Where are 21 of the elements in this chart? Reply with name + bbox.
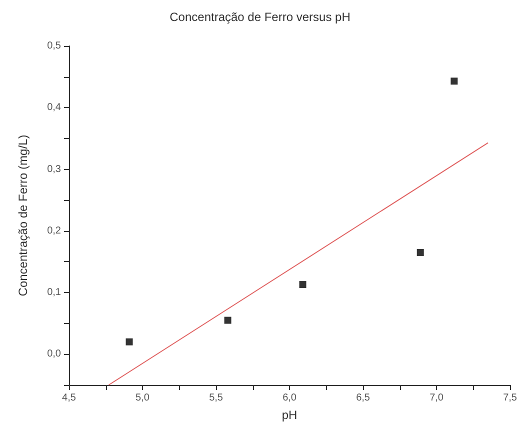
chart-title: Concentração de Ferro versus pH xyxy=(170,10,350,24)
y-tick-label: 0,1 xyxy=(47,287,62,298)
y-tick-label: 0,0 xyxy=(47,348,62,360)
x-tick-label: 7,5 xyxy=(503,392,518,404)
x-tick-label: 4,5 xyxy=(62,392,76,404)
point xyxy=(416,248,424,256)
x-tick-label: 7,0 xyxy=(430,392,444,404)
y-tick-label: 0,3 xyxy=(47,164,62,175)
point xyxy=(126,338,133,346)
point xyxy=(299,281,306,288)
y-tick-label: 0,5 xyxy=(47,40,62,52)
y-axis-title: Concentração de Ferro (mg/L) xyxy=(16,134,30,296)
point xyxy=(450,78,458,85)
y-tick-label: 0,2 xyxy=(47,225,62,236)
x-tick-label: 5,5 xyxy=(209,392,224,404)
x-tick-label: 6,0 xyxy=(282,392,297,404)
x-tick-label: 6,5 xyxy=(356,392,370,404)
y-tick-label: 0,4 xyxy=(47,102,62,114)
x-axis-title: pH xyxy=(282,408,298,422)
x-tick-label: 5,0 xyxy=(136,392,150,404)
point xyxy=(224,316,232,324)
